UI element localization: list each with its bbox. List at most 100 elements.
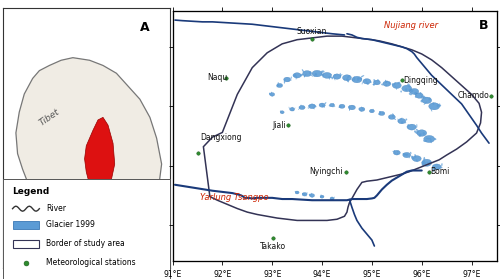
Ellipse shape	[397, 153, 398, 155]
Ellipse shape	[392, 83, 402, 88]
Ellipse shape	[359, 107, 365, 111]
Ellipse shape	[409, 88, 411, 92]
Ellipse shape	[360, 78, 362, 80]
Ellipse shape	[353, 77, 356, 81]
Ellipse shape	[436, 104, 439, 107]
Ellipse shape	[430, 138, 432, 143]
Ellipse shape	[409, 93, 412, 95]
Text: Suoxian: Suoxian	[297, 27, 328, 36]
Ellipse shape	[370, 81, 372, 83]
Ellipse shape	[433, 166, 435, 168]
Ellipse shape	[439, 104, 440, 107]
Ellipse shape	[394, 118, 396, 120]
Ellipse shape	[298, 107, 300, 108]
Ellipse shape	[340, 74, 342, 76]
Ellipse shape	[284, 80, 285, 84]
Ellipse shape	[392, 113, 394, 116]
Ellipse shape	[379, 111, 385, 116]
Text: Jiali: Jiali	[272, 121, 286, 130]
Ellipse shape	[412, 156, 421, 162]
Ellipse shape	[338, 107, 340, 108]
Ellipse shape	[421, 95, 422, 97]
Ellipse shape	[280, 111, 284, 114]
Ellipse shape	[395, 86, 396, 88]
Polygon shape	[84, 117, 114, 193]
Ellipse shape	[412, 157, 415, 159]
Ellipse shape	[377, 79, 380, 81]
Ellipse shape	[309, 71, 312, 74]
Ellipse shape	[379, 111, 381, 113]
Ellipse shape	[321, 74, 324, 76]
Ellipse shape	[422, 132, 425, 135]
Ellipse shape	[288, 107, 290, 109]
Ellipse shape	[288, 80, 290, 82]
Ellipse shape	[372, 84, 375, 85]
Ellipse shape	[324, 105, 326, 106]
Ellipse shape	[381, 84, 383, 85]
Ellipse shape	[428, 98, 431, 100]
Ellipse shape	[320, 196, 322, 197]
Ellipse shape	[370, 109, 374, 113]
Ellipse shape	[400, 90, 402, 93]
Ellipse shape	[334, 105, 335, 107]
Ellipse shape	[406, 126, 408, 128]
Ellipse shape	[374, 82, 376, 85]
Ellipse shape	[280, 112, 281, 113]
Ellipse shape	[411, 89, 413, 92]
Ellipse shape	[403, 153, 406, 156]
Ellipse shape	[422, 159, 432, 166]
Text: Nujiang river: Nujiang river	[384, 21, 438, 30]
Ellipse shape	[302, 193, 303, 194]
Ellipse shape	[396, 87, 398, 90]
Ellipse shape	[408, 89, 410, 93]
Ellipse shape	[353, 106, 354, 107]
Ellipse shape	[340, 73, 341, 77]
Ellipse shape	[302, 71, 312, 76]
Ellipse shape	[284, 79, 286, 80]
Ellipse shape	[332, 77, 334, 79]
Ellipse shape	[352, 76, 362, 83]
Ellipse shape	[432, 164, 441, 170]
Ellipse shape	[360, 109, 362, 112]
Text: Bomi: Bomi	[430, 167, 450, 176]
Ellipse shape	[308, 105, 310, 107]
Ellipse shape	[371, 110, 372, 112]
Ellipse shape	[388, 82, 390, 84]
Ellipse shape	[321, 71, 324, 73]
Ellipse shape	[324, 105, 325, 108]
Ellipse shape	[414, 154, 416, 158]
Ellipse shape	[360, 75, 364, 78]
Ellipse shape	[379, 114, 380, 116]
Ellipse shape	[374, 79, 376, 82]
Ellipse shape	[334, 74, 336, 76]
Text: A: A	[140, 21, 150, 34]
Ellipse shape	[276, 86, 278, 87]
Ellipse shape	[418, 133, 422, 135]
Ellipse shape	[346, 78, 349, 82]
Ellipse shape	[414, 92, 417, 94]
Ellipse shape	[366, 81, 368, 84]
Ellipse shape	[321, 71, 322, 74]
Ellipse shape	[424, 157, 425, 162]
Ellipse shape	[422, 163, 424, 166]
Ellipse shape	[408, 83, 410, 87]
Ellipse shape	[270, 94, 271, 95]
Text: Takako: Takako	[260, 242, 286, 251]
Ellipse shape	[280, 111, 281, 112]
Ellipse shape	[310, 194, 314, 197]
Ellipse shape	[322, 106, 324, 107]
Ellipse shape	[372, 109, 374, 111]
Ellipse shape	[296, 76, 297, 80]
Text: Yarlung Tsangpo: Yarlung Tsangpo	[200, 193, 268, 202]
Ellipse shape	[333, 103, 334, 105]
Ellipse shape	[330, 197, 334, 200]
Ellipse shape	[423, 140, 425, 142]
Ellipse shape	[322, 105, 324, 106]
Ellipse shape	[284, 77, 290, 82]
Ellipse shape	[410, 152, 412, 154]
Ellipse shape	[408, 124, 409, 127]
Ellipse shape	[400, 118, 402, 120]
Ellipse shape	[385, 81, 388, 83]
Ellipse shape	[269, 93, 270, 95]
Ellipse shape	[304, 74, 306, 77]
